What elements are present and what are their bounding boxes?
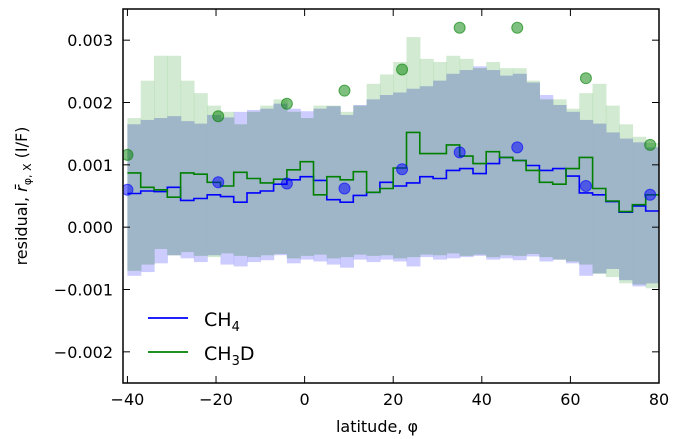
band-overlap-bin: [446, 73, 461, 254]
band-overlap-bin: [526, 82, 540, 254]
uncertainty-bands: [127, 37, 659, 289]
band-overlap-bin: [499, 75, 514, 256]
band-overlap-bin: [366, 99, 381, 256]
x-axis-label: latitude, φ: [336, 417, 418, 436]
band-overlap-bin: [127, 124, 142, 271]
x-tick-label: 80: [649, 390, 669, 409]
band-overlap-bin: [379, 95, 394, 256]
y-axis-ticks: −0.002 −0.001 0.000 0.001 0.002 0.003: [54, 31, 659, 362]
x-tick-label: 60: [560, 390, 580, 409]
legend-label-ch4: CH4: [204, 309, 240, 335]
data-point-ch3d: [644, 138, 657, 151]
band-overlap-bin: [565, 111, 580, 262]
y-tick-label: 0.003: [67, 31, 113, 50]
plot-frame: [122, 8, 660, 384]
data-point-ch4: [338, 182, 351, 195]
data-point-ch4: [579, 180, 592, 193]
band-overlap-bin: [406, 88, 421, 258]
data-point-ch4: [644, 188, 657, 201]
x-tick-label: 20: [383, 390, 403, 409]
legend-label-ch4-base: CH: [204, 309, 232, 331]
data-point-ch4: [453, 146, 466, 159]
band-overlap-bin: [300, 118, 315, 256]
band-overlap-bin: [619, 138, 634, 281]
band-overlap-bin: [393, 92, 408, 259]
band-overlap-bin: [286, 111, 301, 259]
legend-label-ch3d: CH3D: [204, 343, 254, 369]
y-axis-label-symbol: r̄: [12, 184, 31, 192]
band-overlap-bin: [592, 123, 607, 274]
x-tick-label: −40: [111, 390, 145, 409]
y-axis-label: residual, r̄φ, X (I/F): [12, 127, 34, 266]
data-point-ch3d: [280, 97, 293, 110]
legend-label-ch3d-base: CH: [204, 343, 232, 365]
band-overlap-bin: [313, 108, 328, 255]
data-points: [123, 21, 657, 201]
band-overlap-bin: [552, 104, 567, 260]
band-overlap-bin: [247, 111, 261, 258]
band-overlap-bin: [353, 105, 368, 255]
x-axis-ticks: −40 −20 0 20 40 60 80: [111, 9, 669, 409]
band-overlap-bin: [326, 106, 341, 259]
legend: CH4 CH3D: [148, 309, 254, 369]
data-point-ch4: [396, 163, 409, 176]
y-tick-label: −0.002: [54, 343, 113, 362]
band-overlap-bin: [459, 70, 474, 256]
legend-label-ch4-subscript: 4: [232, 320, 240, 335]
legend-label-ch3d-subscript: 3: [232, 354, 240, 369]
band-overlap-bin: [512, 73, 527, 256]
y-tick-label: 0.001: [67, 156, 113, 175]
x-tick-label: 0: [300, 390, 310, 409]
y-axis-label-prefix: residual,: [12, 192, 31, 266]
y-tick-label: 0.002: [67, 94, 113, 113]
band-overlap-bin: [419, 86, 434, 255]
band-overlap-bin: [180, 121, 195, 253]
y-tick-label: −0.001: [54, 281, 113, 300]
data-point-ch3d: [511, 21, 524, 34]
band-overlap-bin: [433, 80, 447, 256]
data-point-ch4: [280, 177, 293, 190]
data-point-ch4: [212, 176, 225, 189]
data-point-ch4: [123, 183, 134, 196]
data-point-ch3d: [396, 63, 409, 76]
data-point-ch3d: [338, 84, 351, 97]
band-overlap-bin: [645, 147, 659, 284]
data-point-ch3d: [579, 72, 592, 85]
x-tick-label: 40: [472, 390, 492, 409]
y-tick-label: 0.000: [67, 218, 113, 237]
band-overlap-bin: [154, 118, 168, 249]
band-overlap-bin: [140, 119, 155, 265]
band-overlap-bin: [167, 116, 182, 256]
band-overlap-bin: [193, 123, 208, 256]
band-overlap-bin: [260, 108, 275, 256]
legend-label-ch3d-suffix: D: [240, 343, 255, 365]
data-point-ch3d: [212, 110, 225, 123]
band-overlap-bin: [539, 99, 554, 258]
band-overlap-bin: [632, 142, 647, 285]
data-point-ch3d: [453, 21, 466, 34]
y-axis-label-unit: (I/F): [12, 127, 31, 164]
band-overlap-bin: [472, 68, 487, 255]
y-axis-label-subscript: φ, X: [21, 163, 34, 185]
data-point-ch4: [511, 141, 524, 154]
band-overlap-bin: [233, 124, 248, 256]
x-tick-label: −20: [199, 390, 233, 409]
data-point-ch3d: [123, 148, 134, 161]
